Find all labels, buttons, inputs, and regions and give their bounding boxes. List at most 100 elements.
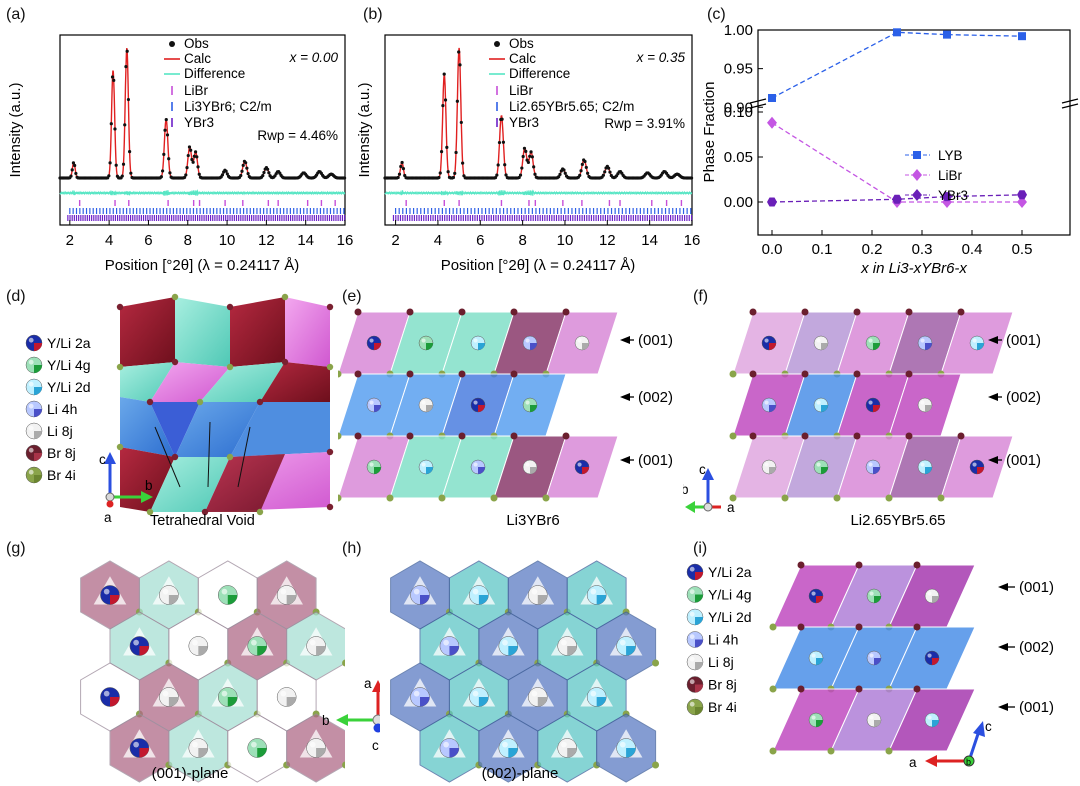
plane-atom	[247, 738, 267, 758]
plane-atom	[439, 636, 460, 656]
atom-highlight	[502, 639, 508, 646]
obs-point	[109, 122, 113, 126]
arrow-head	[620, 393, 630, 401]
atom-segment	[34, 365, 42, 373]
obs-point	[601, 173, 606, 177]
atom-highlight	[473, 338, 478, 343]
atom-highlight	[927, 715, 932, 720]
atom-segment	[168, 697, 179, 707]
atom-highlight	[577, 338, 582, 343]
br-atom	[729, 494, 737, 502]
br-atom	[256, 508, 264, 516]
atom-highlight	[133, 639, 139, 646]
xrd-chart-a: Intensity (a.u.) Position [°2θ] (λ = 0.2…	[7, 34, 353, 274]
atom-highlight	[309, 741, 316, 748]
axis-a-label: a	[104, 510, 112, 525]
obs-point	[451, 175, 456, 180]
br-atom	[957, 432, 965, 440]
br-atom	[116, 363, 124, 371]
br-atom	[354, 370, 362, 378]
series-line-ybr3	[771, 194, 1023, 203]
plane-atom	[159, 687, 179, 707]
atom-segment	[34, 431, 42, 439]
obs-point	[526, 160, 531, 165]
atom-segment	[695, 617, 703, 625]
br-atom	[749, 308, 757, 316]
axis-break-mark	[749, 98, 767, 104]
legend-label: Li2.65YBr5.65; C2/m	[509, 99, 634, 114]
caption-li3ybr6: Li3YBr6	[506, 512, 559, 529]
arrow-head	[988, 393, 998, 401]
obs-point	[530, 155, 534, 159]
lyb-point	[1018, 32, 1026, 41]
br-atom	[905, 308, 913, 316]
plane-atom	[188, 738, 209, 758]
x-tick-label: 10	[219, 232, 236, 249]
atom-segment	[530, 405, 537, 412]
legend-atom-2	[25, 378, 43, 396]
obs-point	[517, 175, 521, 180]
panel-label-h: (h)	[342, 540, 362, 557]
x-axis-label: Position [°2θ] (λ = 0.24117 Å)	[105, 257, 300, 274]
x-tick-label: 2	[391, 232, 399, 249]
atom-segment	[582, 343, 589, 350]
atom-segment	[695, 639, 703, 648]
obs-point	[69, 174, 73, 178]
atom-segment	[596, 697, 607, 707]
plane-atom	[188, 636, 209, 656]
plane-atom	[410, 687, 430, 707]
br-atom	[281, 358, 289, 366]
atom-highlight	[103, 690, 110, 697]
br-atom	[116, 443, 124, 451]
layer-label: (001)	[1006, 332, 1041, 349]
plane-atom	[528, 585, 548, 605]
atom-segment	[596, 595, 607, 605]
plane-002-view: (002)-plane	[390, 560, 660, 783]
obs-point	[126, 97, 130, 102]
atom-highlight	[577, 462, 582, 467]
br-atom	[853, 432, 861, 440]
legend-label: YBr3	[184, 115, 214, 130]
obs-point	[400, 160, 404, 165]
atom-highlight	[927, 653, 932, 658]
atom-segment	[821, 343, 828, 350]
obs-point	[224, 169, 228, 173]
y-tick-label: 0.05	[724, 149, 753, 166]
br-atom	[201, 508, 209, 516]
layer-atom	[761, 335, 777, 351]
x-tick-label: 2	[66, 232, 74, 249]
layer-atom	[866, 588, 882, 604]
atom-highlight	[28, 469, 34, 475]
plot-frame	[59, 34, 346, 226]
obs-point	[584, 165, 588, 170]
obs-point	[461, 161, 465, 165]
panel-label-c: (c)	[707, 6, 726, 23]
obs-point	[532, 165, 536, 169]
atom-highlight	[869, 715, 874, 720]
legend-label: Br 4i	[708, 699, 737, 715]
br-atom	[116, 303, 124, 311]
atom-segment	[286, 595, 297, 605]
x-tick-label: 10	[557, 232, 574, 249]
br-atom	[801, 432, 809, 440]
br-atom	[490, 494, 498, 502]
panel-label-i: (i)	[693, 540, 708, 557]
br-atom	[406, 370, 414, 378]
plane-001-view: (001)-plane	[80, 560, 345, 783]
br-atom	[827, 747, 835, 755]
obs-point	[187, 145, 192, 149]
legend-atom-0	[25, 334, 43, 352]
layer-label: (001)	[638, 452, 673, 469]
x-tick-label: 14	[297, 232, 314, 249]
br-atom	[833, 494, 841, 502]
x-value-label: x = 0.00	[289, 50, 339, 65]
x-tick-label: 4	[105, 232, 113, 249]
atom-highlight	[162, 588, 169, 595]
br-atom	[171, 293, 179, 301]
rwp-label: Rwp = 3.91%	[604, 116, 685, 131]
br-atom	[729, 432, 737, 440]
layer-atom	[865, 397, 881, 413]
series-line-libr	[771, 122, 1022, 203]
atom-highlight	[103, 588, 110, 595]
obs-point	[161, 169, 165, 173]
